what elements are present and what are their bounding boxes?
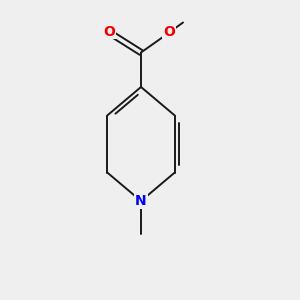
Text: O: O (103, 25, 116, 38)
Text: O: O (163, 25, 175, 39)
Text: N: N (135, 194, 147, 208)
